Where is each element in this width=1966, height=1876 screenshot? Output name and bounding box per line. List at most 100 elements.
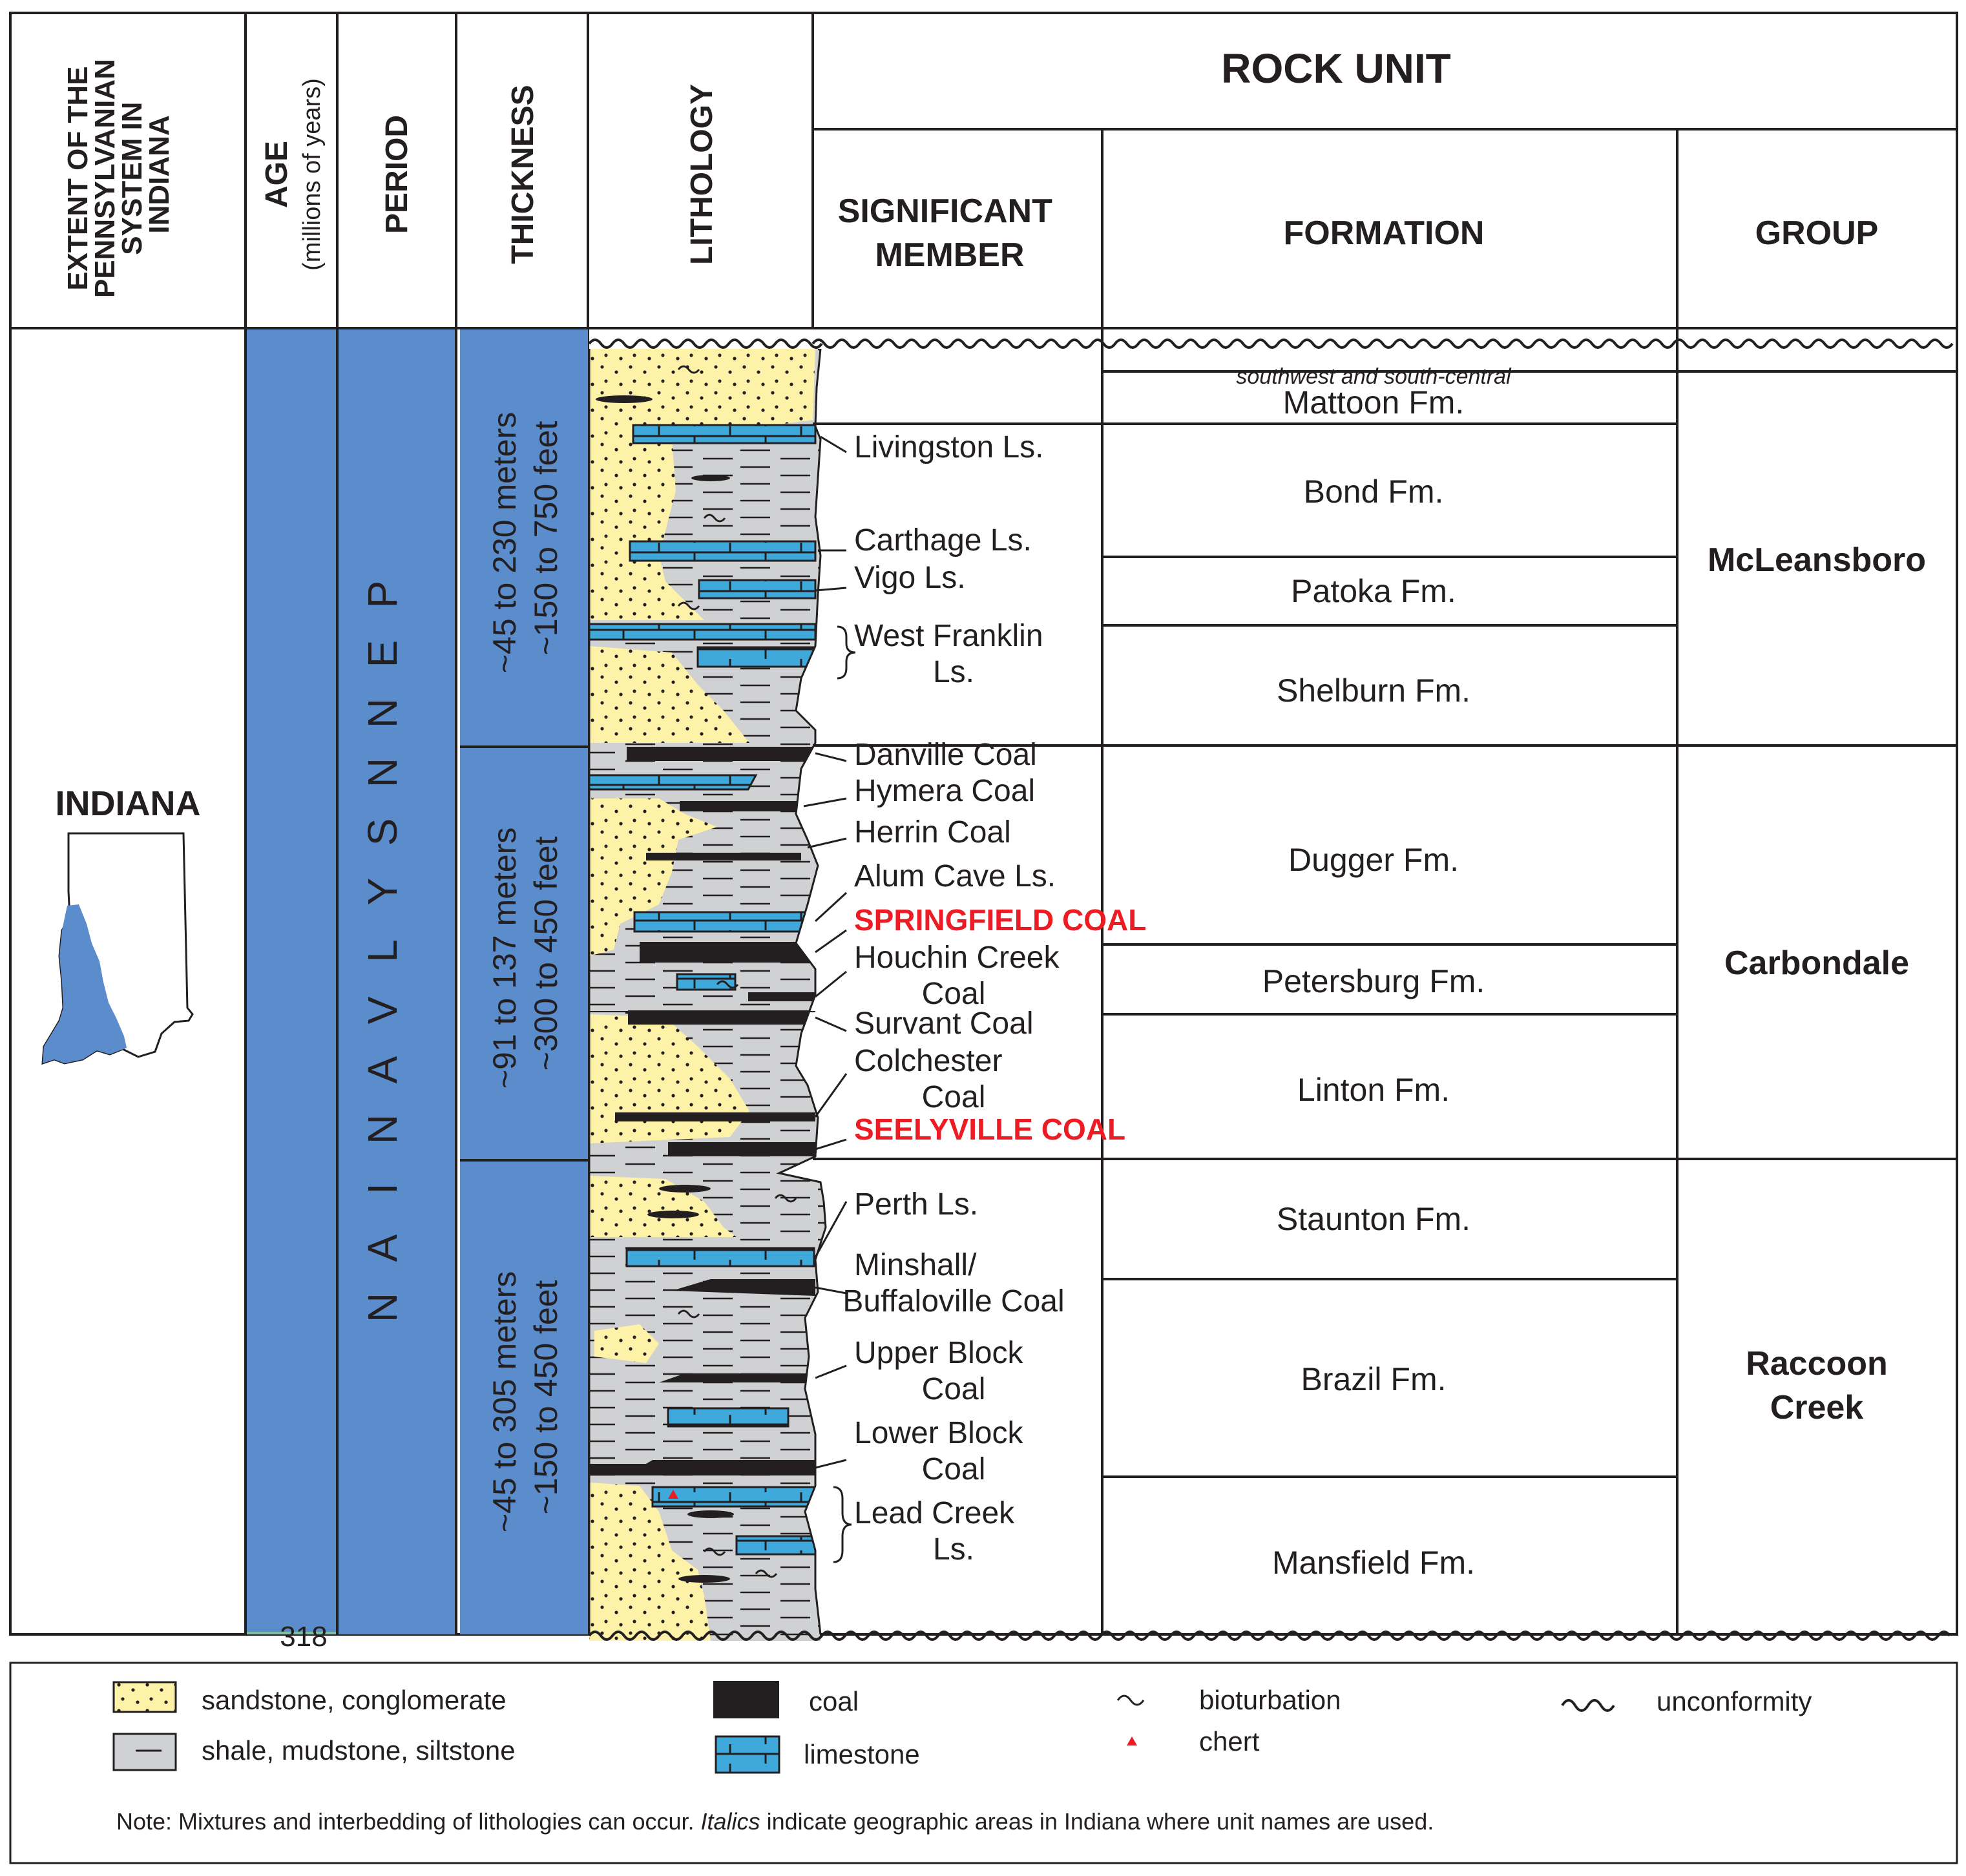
member-leaders bbox=[803, 435, 856, 1563]
header-formation: FORMATION bbox=[1284, 214, 1485, 252]
legend-chert-icon bbox=[1127, 1736, 1137, 1746]
period-letter: A bbox=[359, 1234, 406, 1262]
legend-bioturbation-label: bioturbation bbox=[1199, 1685, 1341, 1715]
member-label: Lower Block Coal bbox=[854, 1416, 1023, 1486]
formation-label: Linton Fm. bbox=[1297, 1072, 1450, 1108]
coal-bed bbox=[680, 801, 802, 811]
thickness-2: ~91 to 137 meters ~300 to 450 feet bbox=[486, 818, 564, 1089]
coal-bed bbox=[748, 992, 815, 1001]
legend-unconformity-icon bbox=[1561, 1699, 1615, 1712]
formation-label: Mattoon Fm. bbox=[1283, 384, 1465, 421]
member-label: Minshall/Buffaloville Coal bbox=[842, 1248, 1064, 1318]
bioturbation-mark bbox=[716, 980, 739, 989]
legend-bioturbation-icon bbox=[1116, 1694, 1145, 1706]
limestone-bed bbox=[696, 646, 815, 668]
member-label: Herrin Coal bbox=[854, 815, 1011, 849]
sandstone-body bbox=[589, 1176, 737, 1237]
sandstone-body bbox=[589, 646, 749, 743]
period-letter: N bbox=[359, 1293, 406, 1322]
coal-bed bbox=[646, 853, 801, 860]
legend-box bbox=[9, 1662, 1958, 1864]
header-lithology: LITHOLOGY bbox=[685, 84, 719, 265]
age-bar bbox=[247, 329, 336, 1634]
member-label: West Franklin Ls. bbox=[854, 619, 1043, 689]
groups: McLeansboro Carbondale Raccoon Creek bbox=[1708, 541, 1926, 1426]
member-label: Upper Block Coal bbox=[854, 1336, 1023, 1406]
legend-sandstone-swatch bbox=[112, 1681, 177, 1713]
sandstone-body bbox=[589, 1483, 711, 1641]
legend-note: Note: Mixtures and interbedding of litho… bbox=[116, 1808, 1434, 1835]
bioturbation-mark bbox=[677, 601, 700, 610]
coal-lens bbox=[678, 1575, 730, 1583]
header-thickness: THICKNESS bbox=[506, 85, 540, 264]
period-letter: N bbox=[359, 698, 406, 728]
coal-bed bbox=[659, 1373, 815, 1382]
formation-label: Staunton Fm. bbox=[1277, 1201, 1470, 1237]
limestone-bed bbox=[625, 1247, 815, 1267]
header-period: PERIOD bbox=[380, 115, 414, 234]
thickness-block-2 bbox=[460, 747, 588, 1160]
period-letter: E bbox=[359, 640, 406, 668]
thickness-1: ~45 to 230 meters ~150 to 750 feet bbox=[486, 403, 564, 673]
legend-shale-swatch bbox=[112, 1733, 177, 1771]
period-letter: Y bbox=[359, 878, 406, 906]
limestone-bed bbox=[698, 579, 817, 599]
lithology-column bbox=[588, 348, 827, 1641]
period-letter: P bbox=[359, 581, 406, 609]
sandstone-body bbox=[589, 798, 717, 956]
coal-bed bbox=[668, 1142, 815, 1156]
unconformity-bottom bbox=[588, 1631, 1951, 1641]
bioturbation-mark bbox=[703, 514, 726, 523]
bioturbation-mark bbox=[677, 1309, 700, 1318]
legend-chert-label: chert bbox=[1199, 1726, 1260, 1756]
member-label: SPRINGFIELD COAL bbox=[854, 903, 1146, 937]
pennsylvanian-extent bbox=[43, 904, 127, 1063]
member-label: Danville Coal bbox=[854, 738, 1037, 772]
legend-sandstone-label: sandstone, conglomerate bbox=[202, 1685, 507, 1715]
coal-lens bbox=[691, 475, 730, 481]
bioturbation-mark bbox=[755, 1569, 778, 1578]
coal-bed bbox=[640, 942, 815, 963]
outer-border bbox=[9, 12, 1958, 1636]
formation-label: Brazil Fm. bbox=[1301, 1361, 1447, 1397]
age-value: 318 bbox=[280, 1621, 327, 1652]
period-letter: S bbox=[359, 818, 406, 846]
coal-bed bbox=[672, 1279, 815, 1296]
header-extent: EXTENT OF THE PENNSYLVANIAN SYSTEM IN IN… bbox=[62, 51, 175, 298]
legend-coal-swatch bbox=[713, 1681, 779, 1718]
legend-coal-label: coal bbox=[809, 1686, 859, 1716]
header-member: SIGNIFICANT MEMBER bbox=[838, 193, 1062, 274]
thickness-block-3 bbox=[460, 1160, 588, 1634]
formation-label: Dugger Fm. bbox=[1288, 842, 1459, 878]
period-letter: L bbox=[359, 939, 406, 963]
member-label: Lead Creek Ls. bbox=[854, 1496, 1015, 1567]
map-title: INDIANA bbox=[56, 784, 201, 823]
thickness-column: ~45 to 230 meters ~150 to 750 feet ~91 t… bbox=[460, 329, 588, 1634]
unconformity-top bbox=[588, 339, 823, 349]
member-label: Colchester Coal bbox=[854, 1044, 1002, 1114]
legend-limestone-swatch bbox=[715, 1735, 780, 1774]
member-label: Perth Ls. bbox=[854, 1187, 978, 1222]
unconformity-top-right bbox=[811, 339, 1954, 349]
member-label: Livingston Ls. bbox=[854, 430, 1044, 464]
coal-bed bbox=[589, 1460, 815, 1475]
coal-lens bbox=[687, 1510, 734, 1518]
formation-label: Bond Fm. bbox=[1304, 474, 1444, 510]
limestone-bed bbox=[589, 623, 817, 641]
thickness-block-1 bbox=[460, 329, 588, 747]
limestone-bed bbox=[651, 1486, 817, 1508]
limestone-bed bbox=[667, 1407, 790, 1428]
limestone-bed bbox=[629, 540, 817, 562]
member-label: Survant Coal bbox=[854, 1006, 1033, 1041]
formation-area: southwest and south-central bbox=[1236, 364, 1512, 389]
legend-unconformity-label: unconformity bbox=[1657, 1686, 1812, 1716]
formation-label: Mansfield Fm. bbox=[1272, 1545, 1475, 1581]
period-letter: I bbox=[359, 1183, 406, 1194]
period-letter: N bbox=[359, 758, 406, 787]
unit-dividers bbox=[813, 370, 1957, 1478]
period-letter: V bbox=[359, 996, 406, 1024]
header-group: GROUP bbox=[1755, 214, 1879, 252]
period-letter: N bbox=[359, 1114, 406, 1144]
